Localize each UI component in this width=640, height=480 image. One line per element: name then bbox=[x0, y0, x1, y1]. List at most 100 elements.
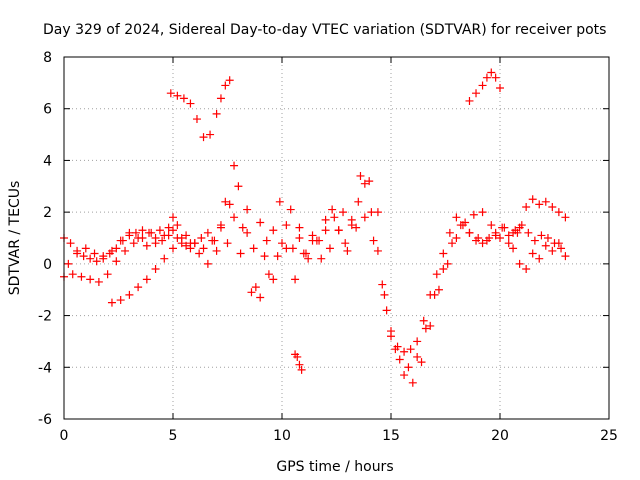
data-point bbox=[360, 213, 369, 222]
data-point bbox=[160, 231, 169, 240]
x-axis-label: GPS time / hours bbox=[276, 459, 393, 475]
data-point bbox=[395, 355, 404, 364]
series-track-i bbox=[291, 350, 306, 374]
data-points bbox=[60, 68, 570, 387]
data-point bbox=[295, 234, 304, 242]
data-point bbox=[299, 249, 308, 258]
data-point bbox=[478, 81, 487, 90]
data-point bbox=[230, 161, 239, 170]
data-point bbox=[160, 254, 169, 263]
data-point bbox=[557, 244, 566, 253]
data-point bbox=[469, 210, 478, 219]
data-point bbox=[426, 321, 435, 330]
data-point bbox=[293, 352, 302, 361]
data-point bbox=[186, 239, 195, 248]
data-point bbox=[138, 226, 147, 235]
data-point bbox=[147, 228, 156, 237]
data-point bbox=[125, 228, 134, 237]
data-point bbox=[116, 296, 125, 305]
data-point bbox=[321, 215, 330, 224]
data-point bbox=[478, 239, 487, 248]
data-point bbox=[530, 236, 539, 245]
data-point bbox=[339, 208, 348, 217]
data-point bbox=[445, 228, 454, 237]
data-point bbox=[166, 89, 175, 98]
data-point bbox=[225, 200, 234, 209]
data-point bbox=[452, 213, 461, 222]
data-point bbox=[251, 283, 260, 292]
data-point bbox=[528, 249, 537, 258]
data-point bbox=[86, 254, 95, 263]
data-point bbox=[528, 195, 537, 204]
data-point bbox=[264, 270, 273, 279]
data-point bbox=[482, 236, 491, 245]
data-point bbox=[243, 228, 252, 237]
series-track-f bbox=[465, 68, 504, 105]
data-point bbox=[554, 239, 563, 248]
data-point bbox=[236, 249, 245, 258]
data-point bbox=[330, 213, 339, 222]
y-tick-label: -2 bbox=[38, 309, 52, 325]
data-point bbox=[81, 244, 90, 253]
data-point bbox=[496, 234, 504, 242]
data-point bbox=[504, 239, 513, 248]
data-point bbox=[169, 213, 177, 222]
data-point bbox=[192, 115, 201, 124]
data-point bbox=[278, 239, 286, 248]
data-point bbox=[297, 365, 306, 374]
data-point bbox=[212, 109, 221, 118]
data-point bbox=[155, 226, 164, 235]
data-point bbox=[99, 254, 108, 263]
data-point bbox=[448, 239, 457, 248]
data-point bbox=[400, 347, 409, 356]
data-point bbox=[282, 221, 291, 230]
data-point bbox=[94, 277, 103, 286]
data-point bbox=[212, 246, 221, 255]
data-point bbox=[295, 223, 304, 232]
data-point bbox=[203, 228, 212, 237]
data-point bbox=[164, 223, 173, 232]
data-point bbox=[256, 218, 265, 227]
data-point bbox=[373, 246, 382, 255]
data-point bbox=[417, 358, 426, 367]
data-point bbox=[249, 244, 258, 253]
data-point bbox=[308, 236, 317, 245]
series-track-b bbox=[60, 171, 522, 387]
data-point bbox=[73, 249, 82, 258]
data-point bbox=[216, 221, 225, 230]
data-point bbox=[169, 244, 177, 253]
data-point bbox=[247, 288, 256, 297]
x-tick-label: 0 bbox=[60, 428, 69, 444]
data-point bbox=[548, 202, 557, 211]
data-point bbox=[509, 244, 518, 253]
data-point bbox=[186, 99, 195, 108]
data-point bbox=[304, 254, 313, 263]
data-point bbox=[260, 252, 269, 261]
data-point bbox=[554, 208, 563, 217]
data-point bbox=[535, 254, 544, 263]
data-point bbox=[79, 252, 88, 261]
data-point bbox=[439, 249, 448, 258]
data-point bbox=[496, 84, 504, 93]
data-point bbox=[317, 254, 326, 263]
data-point bbox=[561, 213, 570, 222]
y-tick-label: 6 bbox=[43, 102, 52, 118]
x-tick-label: 20 bbox=[491, 428, 509, 444]
plot-frame bbox=[63, 56, 610, 420]
data-point bbox=[515, 259, 524, 268]
y-tick-label: 2 bbox=[43, 205, 52, 221]
data-point bbox=[365, 177, 374, 186]
data-point bbox=[380, 290, 389, 299]
data-point bbox=[275, 197, 284, 206]
data-point bbox=[197, 234, 206, 242]
data-point bbox=[90, 249, 99, 258]
data-point bbox=[66, 239, 75, 248]
data-point bbox=[134, 234, 143, 242]
data-point bbox=[548, 246, 557, 255]
data-point bbox=[134, 283, 143, 292]
data-point bbox=[221, 197, 230, 206]
data-point bbox=[112, 257, 121, 266]
data-point bbox=[406, 345, 415, 354]
data-point bbox=[509, 228, 518, 237]
